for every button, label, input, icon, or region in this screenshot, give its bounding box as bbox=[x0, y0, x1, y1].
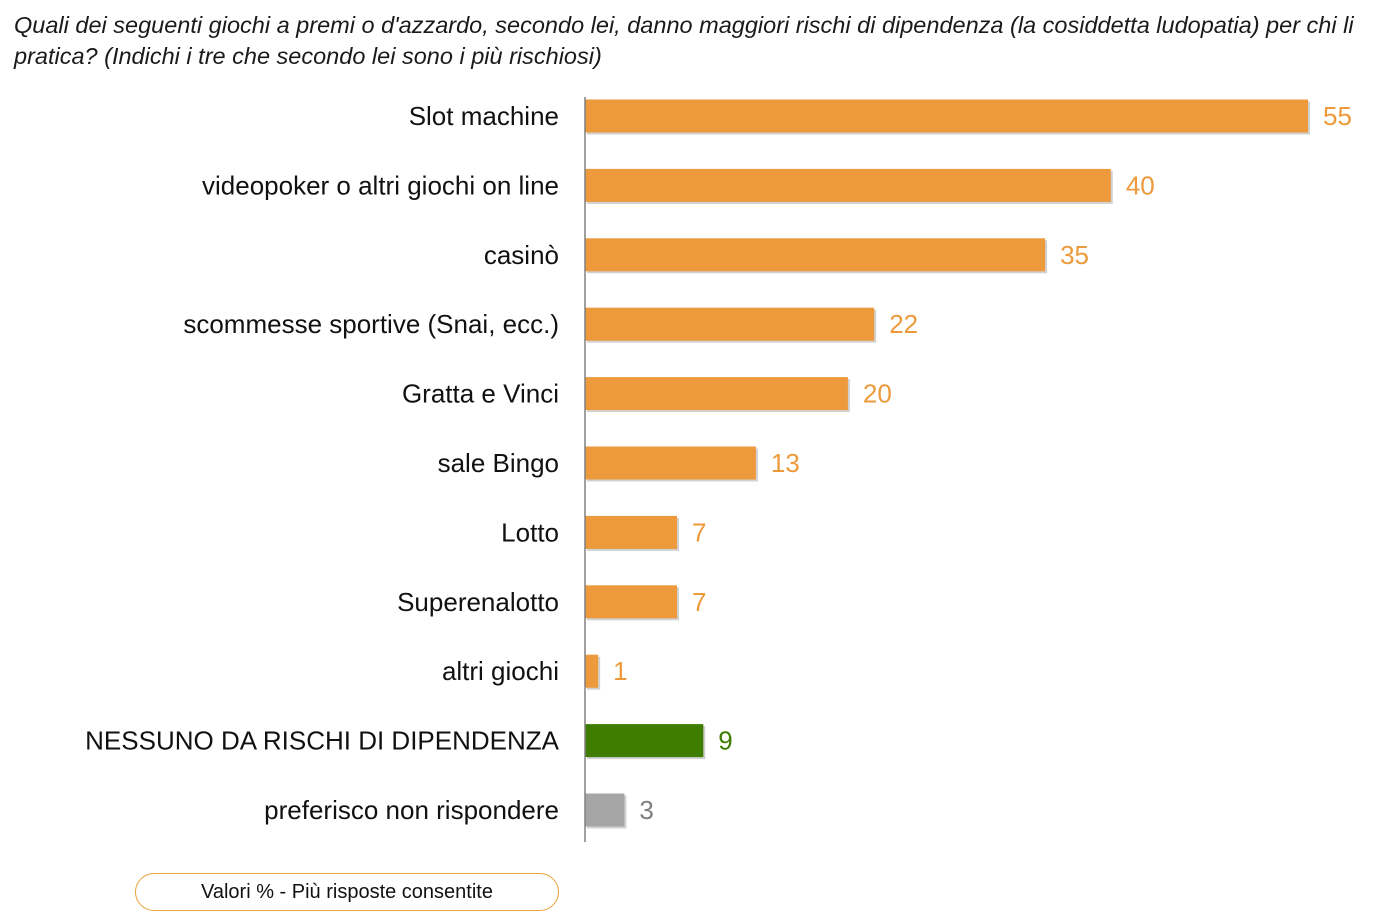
bar bbox=[585, 168, 1111, 202]
category-label: scommesse sportive (Snai, ecc.) bbox=[183, 309, 559, 339]
chart-question-title: Quali dei seguenti giochi a premi o d'az… bbox=[14, 12, 1354, 69]
value-label: 22 bbox=[889, 309, 918, 339]
category-label: casinò bbox=[484, 240, 559, 270]
value-label: 1 bbox=[613, 656, 627, 686]
value-label: 55 bbox=[1323, 101, 1352, 131]
bar-group: Superenalotto 7 bbox=[397, 585, 706, 621]
bar bbox=[585, 793, 625, 827]
value-label: 3 bbox=[639, 795, 653, 825]
bar-group: casinò 35 bbox=[484, 238, 1089, 274]
value-label: 9 bbox=[718, 726, 732, 756]
bar bbox=[585, 446, 756, 480]
footnote-badge: Valori % - Più risposte consentite bbox=[135, 873, 559, 911]
category-label: preferisco non rispondere bbox=[264, 795, 559, 825]
bar bbox=[585, 99, 1308, 133]
category-label: Gratta e Vinci bbox=[402, 379, 559, 409]
category-label: Slot machine bbox=[409, 101, 559, 131]
bar bbox=[585, 585, 678, 619]
value-label: 35 bbox=[1060, 240, 1089, 270]
bar-group: altri giochi 1 bbox=[442, 654, 628, 690]
value-label: 13 bbox=[771, 448, 800, 478]
category-label: NESSUNO DA RISCHI DI DIPENDENZA bbox=[85, 726, 560, 756]
category-label: sale Bingo bbox=[438, 448, 559, 478]
bar-group: Slot machine 55 bbox=[409, 99, 1352, 135]
bar-group: Gratta e Vinci 20 bbox=[402, 377, 892, 413]
value-label: 7 bbox=[692, 517, 706, 547]
bar-group: NESSUNO DA RISCHI DI DIPENDENZA 9 bbox=[85, 724, 733, 760]
bar bbox=[585, 238, 1046, 272]
value-label: 7 bbox=[692, 587, 706, 617]
bar bbox=[585, 377, 848, 411]
bar-group: scommesse sportive (Snai, ecc.) 22 bbox=[183, 307, 918, 343]
category-label: Lotto bbox=[501, 517, 559, 547]
value-label: 20 bbox=[863, 379, 892, 409]
bar-group: videopoker o altri giochi on line 40 bbox=[202, 168, 1155, 204]
category-label: Superenalotto bbox=[397, 587, 559, 617]
bar bbox=[585, 515, 678, 549]
bar-group: preferisco non rispondere 3 bbox=[264, 793, 654, 829]
category-label: videopoker o altri giochi on line bbox=[202, 170, 559, 200]
bar bbox=[585, 654, 599, 688]
value-label: 40 bbox=[1126, 170, 1155, 200]
bar-group: Lotto 7 bbox=[501, 515, 706, 551]
bar bbox=[585, 307, 875, 341]
bar-group: sale Bingo 13 bbox=[438, 446, 800, 482]
category-label: altri giochi bbox=[442, 656, 559, 686]
bars-layer: Slot machine 55 videopoker o altri giochi … bbox=[85, 99, 1352, 829]
bar bbox=[585, 724, 704, 758]
